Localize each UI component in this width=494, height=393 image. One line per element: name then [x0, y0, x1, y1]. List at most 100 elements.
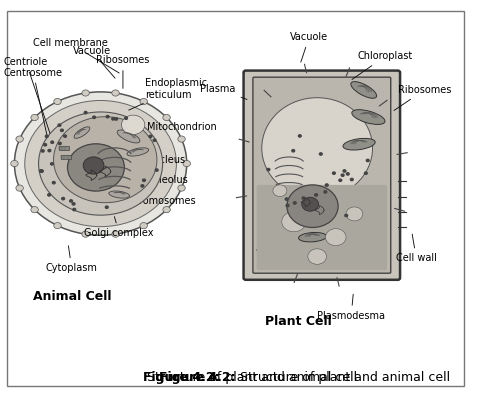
Circle shape: [140, 98, 147, 105]
Circle shape: [183, 160, 191, 167]
Circle shape: [73, 208, 76, 211]
Circle shape: [308, 249, 327, 264]
Circle shape: [367, 159, 369, 162]
Circle shape: [324, 191, 327, 193]
Circle shape: [41, 170, 43, 172]
Text: Endoplasmic
reticulum: Endoplasmic reticulum: [129, 78, 207, 110]
Circle shape: [178, 185, 185, 191]
Circle shape: [68, 144, 124, 191]
Circle shape: [39, 112, 163, 215]
Ellipse shape: [262, 98, 372, 198]
Text: Nucleus: Nucleus: [106, 156, 185, 165]
Circle shape: [140, 222, 147, 229]
Text: Chloroplast: Chloroplast: [352, 51, 413, 79]
Text: Mitochondrion: Mitochondrion: [124, 122, 217, 134]
Text: Plasma: Plasma: [200, 84, 247, 99]
Circle shape: [31, 207, 39, 213]
Text: Cell membrane: Cell membrane: [33, 39, 119, 73]
Text: Chromosomes: Chromosomes: [94, 193, 196, 206]
Circle shape: [58, 142, 61, 145]
Circle shape: [50, 163, 53, 165]
Circle shape: [40, 170, 42, 172]
Circle shape: [93, 116, 95, 118]
Ellipse shape: [109, 191, 129, 198]
Circle shape: [332, 172, 335, 174]
Circle shape: [54, 222, 61, 229]
Circle shape: [112, 118, 115, 120]
Circle shape: [122, 115, 145, 134]
Circle shape: [112, 90, 119, 96]
Circle shape: [293, 202, 296, 204]
Circle shape: [11, 160, 18, 167]
Circle shape: [16, 185, 23, 191]
Circle shape: [292, 150, 294, 152]
Circle shape: [45, 135, 48, 138]
Ellipse shape: [298, 232, 327, 242]
Circle shape: [53, 117, 157, 203]
Circle shape: [25, 101, 176, 227]
Circle shape: [273, 185, 287, 196]
Circle shape: [44, 143, 46, 146]
Circle shape: [326, 229, 346, 246]
Circle shape: [153, 139, 156, 141]
Circle shape: [315, 194, 318, 196]
Circle shape: [326, 184, 328, 186]
Circle shape: [64, 135, 66, 137]
Circle shape: [178, 136, 185, 142]
FancyBboxPatch shape: [253, 77, 391, 273]
Circle shape: [72, 203, 75, 205]
Ellipse shape: [352, 110, 385, 125]
Ellipse shape: [351, 82, 376, 98]
Circle shape: [267, 168, 270, 171]
Circle shape: [350, 178, 353, 181]
Ellipse shape: [343, 138, 375, 150]
Text: Structure of plant and animal cell: Structure of plant and animal cell: [236, 371, 450, 384]
Text: Nucleolus: Nucleolus: [99, 175, 188, 185]
Circle shape: [106, 116, 109, 118]
Text: Plasmodesma: Plasmodesma: [317, 294, 385, 321]
Circle shape: [302, 197, 319, 211]
Circle shape: [155, 169, 158, 171]
Circle shape: [70, 200, 73, 202]
Circle shape: [41, 150, 44, 152]
Bar: [61, 155, 71, 158]
Circle shape: [14, 92, 187, 235]
FancyBboxPatch shape: [244, 71, 400, 280]
Circle shape: [58, 124, 61, 126]
Ellipse shape: [127, 148, 149, 156]
Circle shape: [163, 207, 170, 213]
Circle shape: [286, 204, 289, 207]
Text: Vacuole: Vacuole: [290, 32, 329, 62]
Circle shape: [48, 194, 50, 196]
Circle shape: [282, 211, 306, 232]
Circle shape: [60, 129, 63, 132]
Text: Ribosomes: Ribosomes: [394, 85, 451, 110]
Circle shape: [83, 157, 104, 174]
Circle shape: [124, 117, 127, 119]
Text: Centrosome: Centrosome: [4, 68, 63, 143]
Text: Structure of plant and animal cell: Structure of plant and animal cell: [143, 371, 358, 384]
Text: Figure 4.2:: Figure 4.2:: [143, 371, 220, 384]
Circle shape: [149, 135, 152, 138]
Circle shape: [320, 153, 322, 155]
Text: Plant Cell: Plant Cell: [265, 315, 332, 328]
Circle shape: [31, 114, 39, 121]
Circle shape: [115, 118, 118, 120]
Circle shape: [346, 207, 363, 221]
Circle shape: [82, 231, 89, 237]
Ellipse shape: [117, 130, 140, 143]
Circle shape: [287, 185, 338, 228]
Circle shape: [48, 149, 51, 152]
Circle shape: [84, 112, 87, 114]
Circle shape: [112, 231, 119, 237]
Ellipse shape: [74, 127, 90, 138]
Circle shape: [51, 141, 54, 143]
Circle shape: [143, 179, 145, 182]
Text: Ribosomes: Ribosomes: [96, 55, 150, 88]
Text: Figure 4.2:: Figure 4.2:: [159, 371, 236, 384]
Circle shape: [52, 182, 55, 184]
Text: Cytoplasm: Cytoplasm: [46, 246, 98, 273]
Bar: [59, 146, 69, 150]
Circle shape: [298, 135, 301, 137]
FancyBboxPatch shape: [256, 185, 387, 270]
